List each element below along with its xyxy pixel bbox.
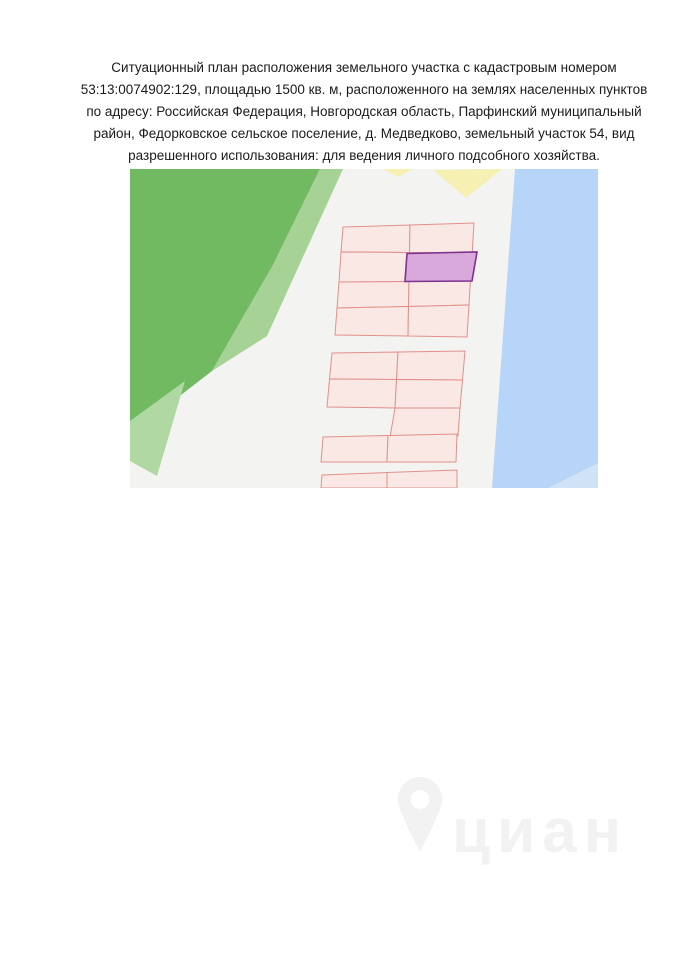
cadastral-parcel xyxy=(407,280,471,308)
cadastral-parcel xyxy=(340,224,411,254)
cadastral-parcel xyxy=(389,407,461,438)
document-title: Ситуационный план расположения земельног… xyxy=(50,57,678,167)
cadastral-parcel xyxy=(320,434,389,463)
cadastral-parcel xyxy=(395,350,466,381)
watermark-text: циан xyxy=(452,796,629,866)
title-line-1: Ситуационный план расположения земельног… xyxy=(111,60,617,75)
cadastral-parcel xyxy=(338,251,411,283)
cadastral-parcel xyxy=(328,351,399,381)
cadastral-parcel xyxy=(394,378,464,409)
map-pin-icon xyxy=(398,777,442,856)
cadastral-parcel xyxy=(336,280,410,309)
forest-area-pale xyxy=(130,381,185,476)
cadastral-parcel xyxy=(408,222,475,254)
cadastral-parcel xyxy=(386,433,458,463)
situational-map xyxy=(130,169,598,488)
cadastral-parcel xyxy=(334,305,410,337)
cadastral-parcel xyxy=(386,469,458,488)
map-svg xyxy=(130,169,598,488)
cadastral-parcel xyxy=(326,378,398,409)
title-line-5: разрешенного использования: для ведения … xyxy=(128,148,600,163)
watermark-cian: циан xyxy=(398,777,629,866)
title-line-2: 53:13:0074902:129, площадью 1500 кв. м, … xyxy=(80,82,648,97)
sand-area-small xyxy=(383,169,413,177)
water-area-light xyxy=(548,463,598,488)
title-line-3: по адресу: Российская Федерация, Новгоро… xyxy=(86,104,642,119)
cadastral-parcel xyxy=(407,304,470,338)
forest-area-light xyxy=(212,169,343,371)
title-line-4: район, Федорковское сельское поселение, … xyxy=(93,126,635,141)
water-area xyxy=(492,169,598,488)
sand-area-large xyxy=(433,169,502,198)
forest-area-dark xyxy=(130,169,320,427)
subject-parcel-highlight xyxy=(404,251,478,283)
cadastral-parcel xyxy=(320,471,388,488)
